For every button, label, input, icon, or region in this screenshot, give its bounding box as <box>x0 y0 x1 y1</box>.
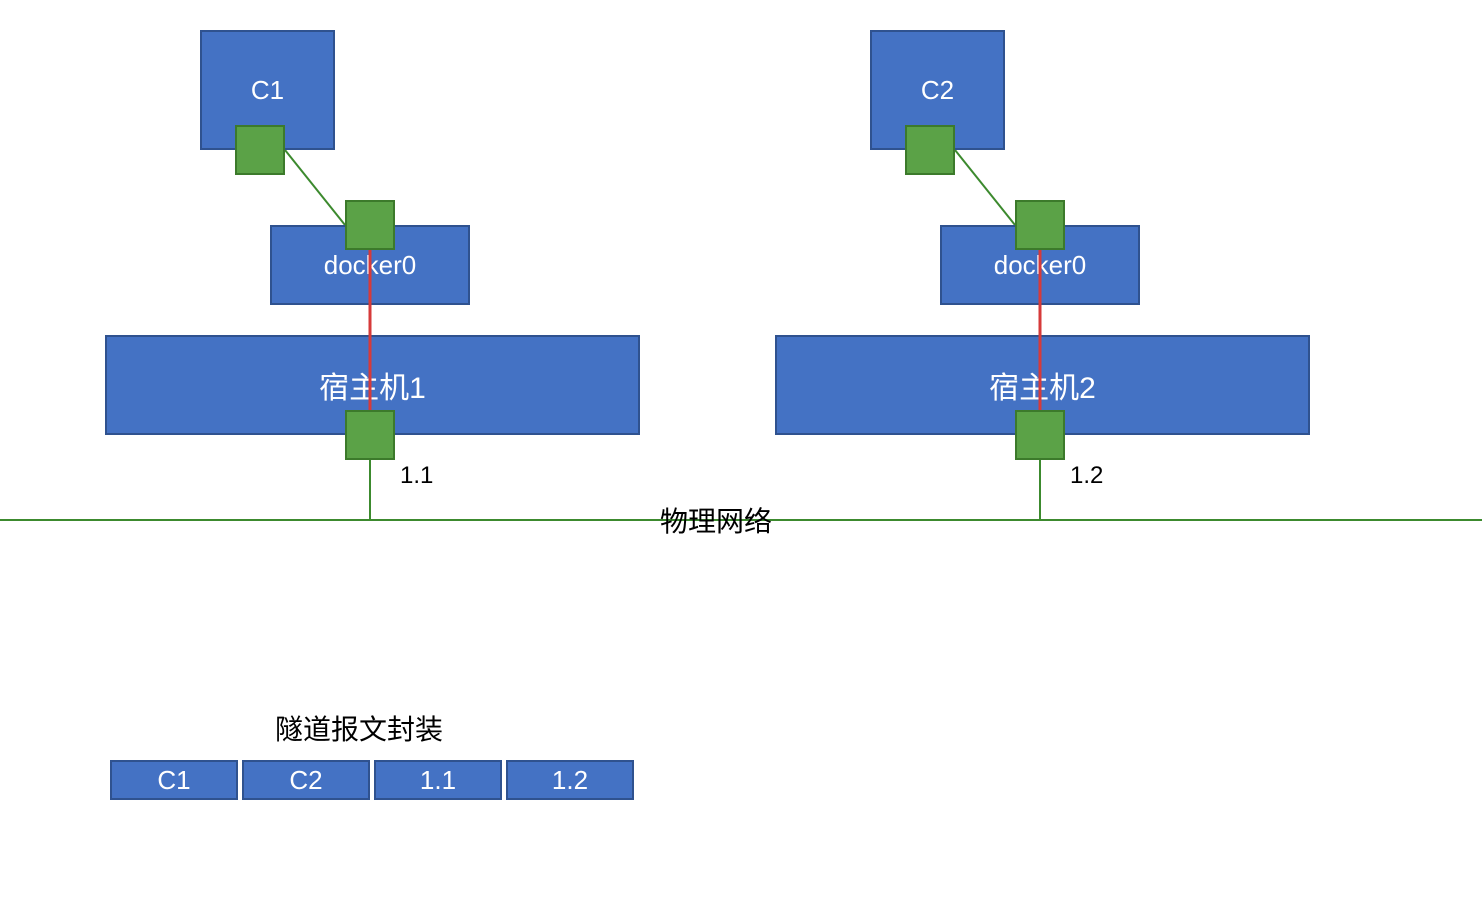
packet-field-0: C1 <box>110 760 238 800</box>
packet-field-2: 1.1 <box>374 760 502 800</box>
physical-network-label: 物理网络 <box>660 500 772 540</box>
packet-field-3: 1.2 <box>506 760 634 800</box>
tunnel-encap-title: 隧道报文封装 <box>275 708 443 748</box>
packet-field-1: C2 <box>242 760 370 800</box>
